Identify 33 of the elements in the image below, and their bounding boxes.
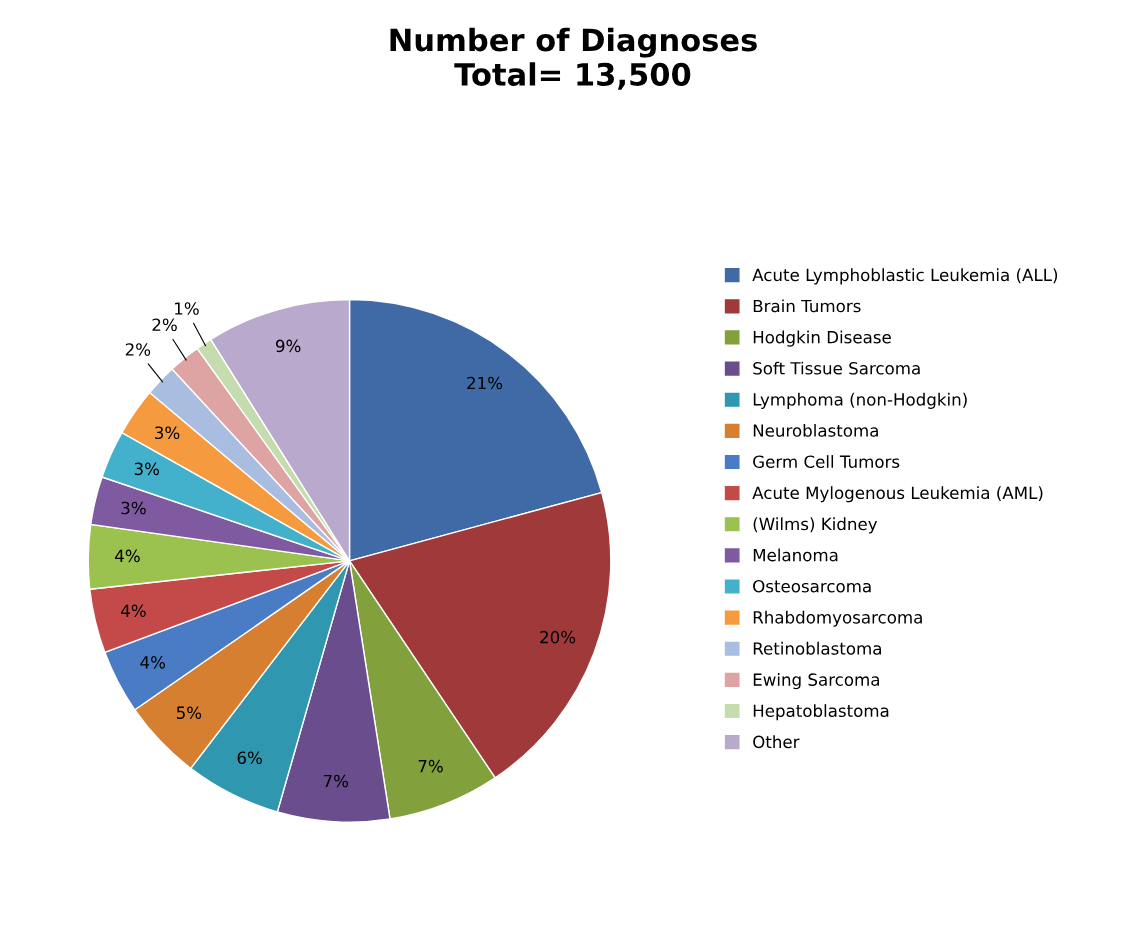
legend-label: Soft Tissue Sarcoma xyxy=(753,361,920,375)
data-label: 7% xyxy=(418,759,443,773)
data-label: 4% xyxy=(115,549,140,563)
legend-label: Hepatoblastoma xyxy=(753,704,889,721)
data-label: 2% xyxy=(152,318,177,332)
legend-label: Other xyxy=(753,735,800,749)
data-label: 21% xyxy=(467,376,503,390)
legend-label: Melanoma xyxy=(753,548,838,562)
chart-title: Number of Diagnoses Total= 13,500 xyxy=(390,27,757,90)
data-label: 3% xyxy=(121,501,146,515)
legend-label: Acute Mylogenous Leukemia (AML) xyxy=(752,486,1043,503)
legend-label: Germ Cell Tumors xyxy=(753,455,900,468)
data-label: 3% xyxy=(155,426,180,440)
data-label: 4% xyxy=(121,604,146,618)
legend-label: Rhabdomyosarcoma xyxy=(753,610,922,627)
data-label: 6% xyxy=(237,751,262,765)
data-label: 1% xyxy=(175,302,199,315)
data-label: 9% xyxy=(275,339,301,353)
data-label: 5% xyxy=(176,706,202,720)
legend-label: (Wilms) Kidney xyxy=(753,517,878,534)
data-label: 2% xyxy=(125,343,151,356)
data-label: 20% xyxy=(540,630,576,644)
legend-label: Hodgkin Disease xyxy=(753,330,891,347)
legend-label: Brain Tumors xyxy=(753,299,861,313)
legend-label: Osteosarcoma xyxy=(753,579,871,593)
data-label: 7% xyxy=(323,774,349,788)
legend-label: Acute Lymphoblastic Leukemia (ALL) xyxy=(752,268,1058,285)
data-label: 4% xyxy=(140,656,166,669)
legend-label: Lymphoma (non-Hodgkin) xyxy=(753,392,967,409)
legend-label: Ewing Sarcoma xyxy=(753,673,879,690)
legend-label: Retinoblastoma xyxy=(753,641,881,655)
data-label: 3% xyxy=(134,462,160,476)
legend-label: Neuroblastoma xyxy=(753,423,878,437)
